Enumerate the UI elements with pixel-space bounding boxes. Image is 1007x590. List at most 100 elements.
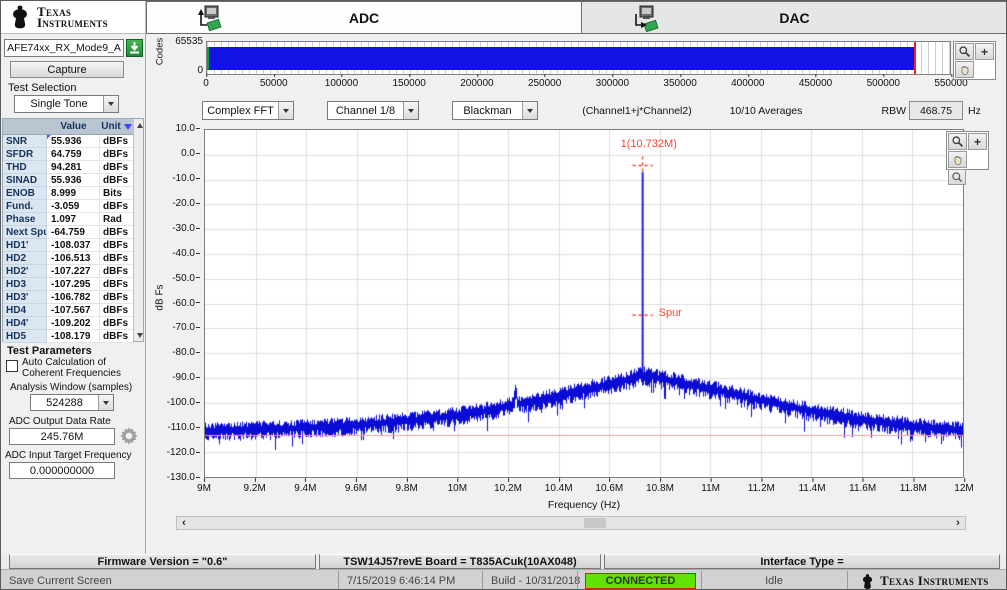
plus-icon: +: [980, 44, 988, 59]
save-screen-button[interactable]: Save Current Screen: [9, 575, 112, 587]
stat-name: HD3': [3, 291, 47, 304]
sidebar: AFE74xx_RX_Mode9_A Capture Test Selectio…: [1, 34, 146, 554]
download-firmware-button[interactable]: [126, 39, 143, 57]
header: Texas Instruments ADC DAC: [1, 1, 1006, 34]
stat-unit: dBFs: [100, 252, 133, 265]
analysis-window-select[interactable]: 524288: [30, 394, 114, 411]
stat-value: -107.227: [47, 265, 100, 278]
stat-value: -3.059: [47, 200, 100, 213]
connection-status-badge: CONNECTED: [585, 573, 696, 589]
capture-button[interactable]: Capture: [10, 61, 124, 78]
axis-tick-label: 450000: [798, 74, 833, 89]
table-row[interactable]: Phase 1.097 Rad: [3, 213, 133, 226]
stat-name: HD3: [3, 278, 47, 291]
scrollbar-thumb[interactable]: [583, 518, 606, 528]
chevron-down-icon: [98, 395, 113, 410]
averages-note: 10/10 Averages: [729, 105, 803, 117]
analysis-window-label: Analysis Window (samples): [10, 382, 133, 393]
stat-name: SNR: [3, 135, 47, 148]
axis-tick-label: -20.0: [146, 198, 200, 209]
plus-icon: +: [973, 134, 981, 149]
fft-plot[interactable]: 1(10.732M) Spur: [204, 129, 964, 478]
cursor-button[interactable]: +: [975, 43, 994, 60]
scroll-up-icon[interactable]: [134, 119, 146, 131]
cursor-button[interactable]: +: [968, 133, 987, 150]
stats-table: Value Unit SNR 55.936 dBFs SFDR 64.759 dBFs TH…: [2, 118, 144, 343]
stat-name: HD4': [3, 317, 47, 330]
table-row[interactable]: SINAD 55.936 dBFs: [3, 174, 133, 187]
stat-name: THD: [3, 161, 47, 174]
table-row[interactable]: HD3' -106.782 dBFs: [3, 291, 133, 304]
table-row[interactable]: HD2' -107.227 dBFs: [3, 265, 133, 278]
fft-canvas[interactable]: [205, 130, 963, 477]
fft-type-select[interactable]: Complex FFT: [202, 101, 294, 120]
codes-end-marker: [914, 42, 917, 74]
test-selection-select[interactable]: Single Tone: [14, 95, 119, 113]
tab-adc[interactable]: ADC: [146, 1, 582, 34]
device-select[interactable]: AFE74xx_RX_Mode9_A: [4, 39, 124, 57]
scrollbar-left-icon[interactable]: ‹: [182, 517, 186, 529]
chevron-down-icon: [522, 102, 537, 119]
axis-tick-label: -80.0: [146, 347, 200, 358]
zoom-button[interactable]: [955, 43, 974, 60]
axis-tick-label: 250000: [527, 74, 562, 89]
table-row[interactable]: SNR 55.936 dBFs: [3, 135, 133, 148]
axis-tick-label: 9.2M: [243, 478, 266, 494]
axis-tick-label: -130.0: [146, 472, 200, 483]
table-row[interactable]: HD2 -106.513 dBFs: [3, 252, 133, 265]
adc-output-rate-input[interactable]: 245.76M: [9, 428, 115, 445]
table-row[interactable]: HD4 -107.567 dBFs: [3, 304, 133, 317]
codes-ymin-label: 0: [197, 65, 203, 76]
pan-button[interactable]: [948, 151, 967, 168]
adc-input-freq-input[interactable]: 0.000000000: [9, 462, 115, 479]
table-row[interactable]: ENOB 8.999 Bits: [3, 187, 133, 200]
gear-icon[interactable]: [118, 426, 140, 448]
table-row[interactable]: HD5 -108.179 dBFs: [3, 330, 133, 343]
magnifier-icon: [959, 46, 970, 57]
scrollbar-right-icon[interactable]: ›: [956, 517, 960, 529]
table-row[interactable]: SFDR 64.759 dBFs: [3, 148, 133, 161]
axis-tick-label: 10M: [447, 478, 468, 494]
test-selection-label: Test Selection: [8, 82, 77, 94]
window-select[interactable]: Blackman: [452, 101, 538, 120]
filter-icon[interactable]: [123, 123, 132, 130]
axis-tick-label: 9M: [197, 478, 211, 494]
stats-table-scrollbar[interactable]: [133, 119, 143, 341]
table-row[interactable]: THD 94.281 dBFs: [3, 161, 133, 174]
stat-unit: dBFs: [100, 265, 133, 278]
plot-h-scrollbar[interactable]: ‹ ›: [176, 516, 966, 530]
table-row[interactable]: Fund. -3.059 dBFs: [3, 200, 133, 213]
stat-unit: dBFs: [100, 226, 133, 239]
stat-name: HD1': [3, 239, 47, 252]
chevron-down-icon: [403, 102, 418, 119]
axis-tick-label: 100000: [324, 74, 359, 89]
adc-output-rate-label: ADC Output Data Rate: [9, 416, 111, 427]
hand-icon: [961, 65, 968, 75]
table-row[interactable]: HD3 -107.295 dBFs: [3, 278, 133, 291]
reset-zoom-button[interactable]: [948, 169, 966, 185]
pan-button[interactable]: [955, 61, 974, 78]
fft-y-axis-title: dB Fs: [154, 284, 166, 311]
table-row[interactable]: HD4' -109.202 dBFs: [3, 317, 133, 330]
chevron-down-icon: [103, 96, 118, 112]
tab-dac[interactable]: DAC: [581, 1, 1006, 34]
stat-col-unit[interactable]: Unit: [100, 119, 133, 134]
stats-table-header[interactable]: Value Unit: [3, 119, 133, 135]
rbw-label: RBW: [881, 105, 907, 117]
auto-calc-checkbox[interactable]: [6, 360, 18, 372]
codes-xticks: 0 50000 100000 150000 200000 250000 300000 3500…: [203, 74, 968, 90]
fft-peak-label: 1(10.732M): [620, 138, 677, 151]
axis-tick-label: 11.6M: [849, 478, 877, 494]
bottom-bar: Save Current Screen 7/15/2019 6:46:14 PM…: [1, 569, 1006, 589]
channel-select[interactable]: Channel 1/8: [327, 101, 419, 120]
table-row[interactable]: HD1' -108.037 dBFs: [3, 239, 133, 252]
stat-value: 1.097: [47, 213, 100, 226]
dac-tab-icon: [635, 5, 659, 32]
ti-logo-small: Texas Instruments: [859, 570, 989, 589]
axis-tick-label: 150000: [392, 74, 426, 89]
rbw-input[interactable]: 468.75: [909, 101, 963, 120]
scroll-down-icon[interactable]: [134, 329, 146, 341]
zoom-button[interactable]: [948, 133, 967, 150]
axis-tick-label: -110.0: [146, 422, 200, 433]
